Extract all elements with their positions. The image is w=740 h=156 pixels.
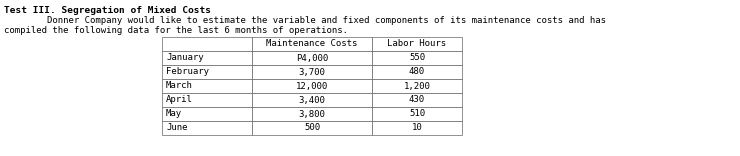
Text: compiled the following data for the last 6 months of operations.: compiled the following data for the last… bbox=[4, 26, 348, 35]
Bar bbox=[162, 121, 252, 135]
Text: May: May bbox=[166, 110, 182, 119]
Bar bbox=[162, 107, 252, 121]
Text: Donner Company would like to estimate the variable and fixed components of its m: Donner Company would like to estimate th… bbox=[4, 16, 606, 25]
Text: 10: 10 bbox=[411, 124, 423, 132]
Text: February: February bbox=[166, 68, 209, 76]
Bar bbox=[372, 93, 462, 107]
Bar bbox=[252, 121, 372, 135]
Bar bbox=[162, 37, 252, 51]
Bar bbox=[162, 79, 252, 93]
Text: P4,000: P4,000 bbox=[296, 54, 328, 63]
Text: 12,000: 12,000 bbox=[296, 81, 328, 90]
Text: Labor Hours: Labor Hours bbox=[388, 39, 446, 49]
Bar bbox=[372, 37, 462, 51]
Bar bbox=[252, 79, 372, 93]
Text: 3,800: 3,800 bbox=[298, 110, 326, 119]
Bar bbox=[252, 107, 372, 121]
Bar bbox=[372, 51, 462, 65]
Text: Test III. Segregation of Mixed Costs: Test III. Segregation of Mixed Costs bbox=[4, 6, 211, 15]
Bar bbox=[372, 79, 462, 93]
Bar bbox=[162, 93, 252, 107]
Text: 430: 430 bbox=[409, 95, 425, 105]
Bar bbox=[252, 93, 372, 107]
Text: 500: 500 bbox=[304, 124, 320, 132]
Text: January: January bbox=[166, 54, 204, 63]
Text: 1,200: 1,200 bbox=[403, 81, 431, 90]
Text: 480: 480 bbox=[409, 68, 425, 76]
Text: 3,700: 3,700 bbox=[298, 68, 326, 76]
Text: 3,400: 3,400 bbox=[298, 95, 326, 105]
Bar bbox=[372, 121, 462, 135]
Bar bbox=[162, 51, 252, 65]
Bar bbox=[252, 51, 372, 65]
Text: June: June bbox=[166, 124, 187, 132]
Text: 550: 550 bbox=[409, 54, 425, 63]
Bar bbox=[372, 65, 462, 79]
Bar bbox=[252, 65, 372, 79]
Text: Maintenance Costs: Maintenance Costs bbox=[266, 39, 357, 49]
Bar bbox=[372, 107, 462, 121]
Text: 510: 510 bbox=[409, 110, 425, 119]
Bar bbox=[162, 65, 252, 79]
Text: March: March bbox=[166, 81, 193, 90]
Text: April: April bbox=[166, 95, 193, 105]
Bar bbox=[252, 37, 372, 51]
